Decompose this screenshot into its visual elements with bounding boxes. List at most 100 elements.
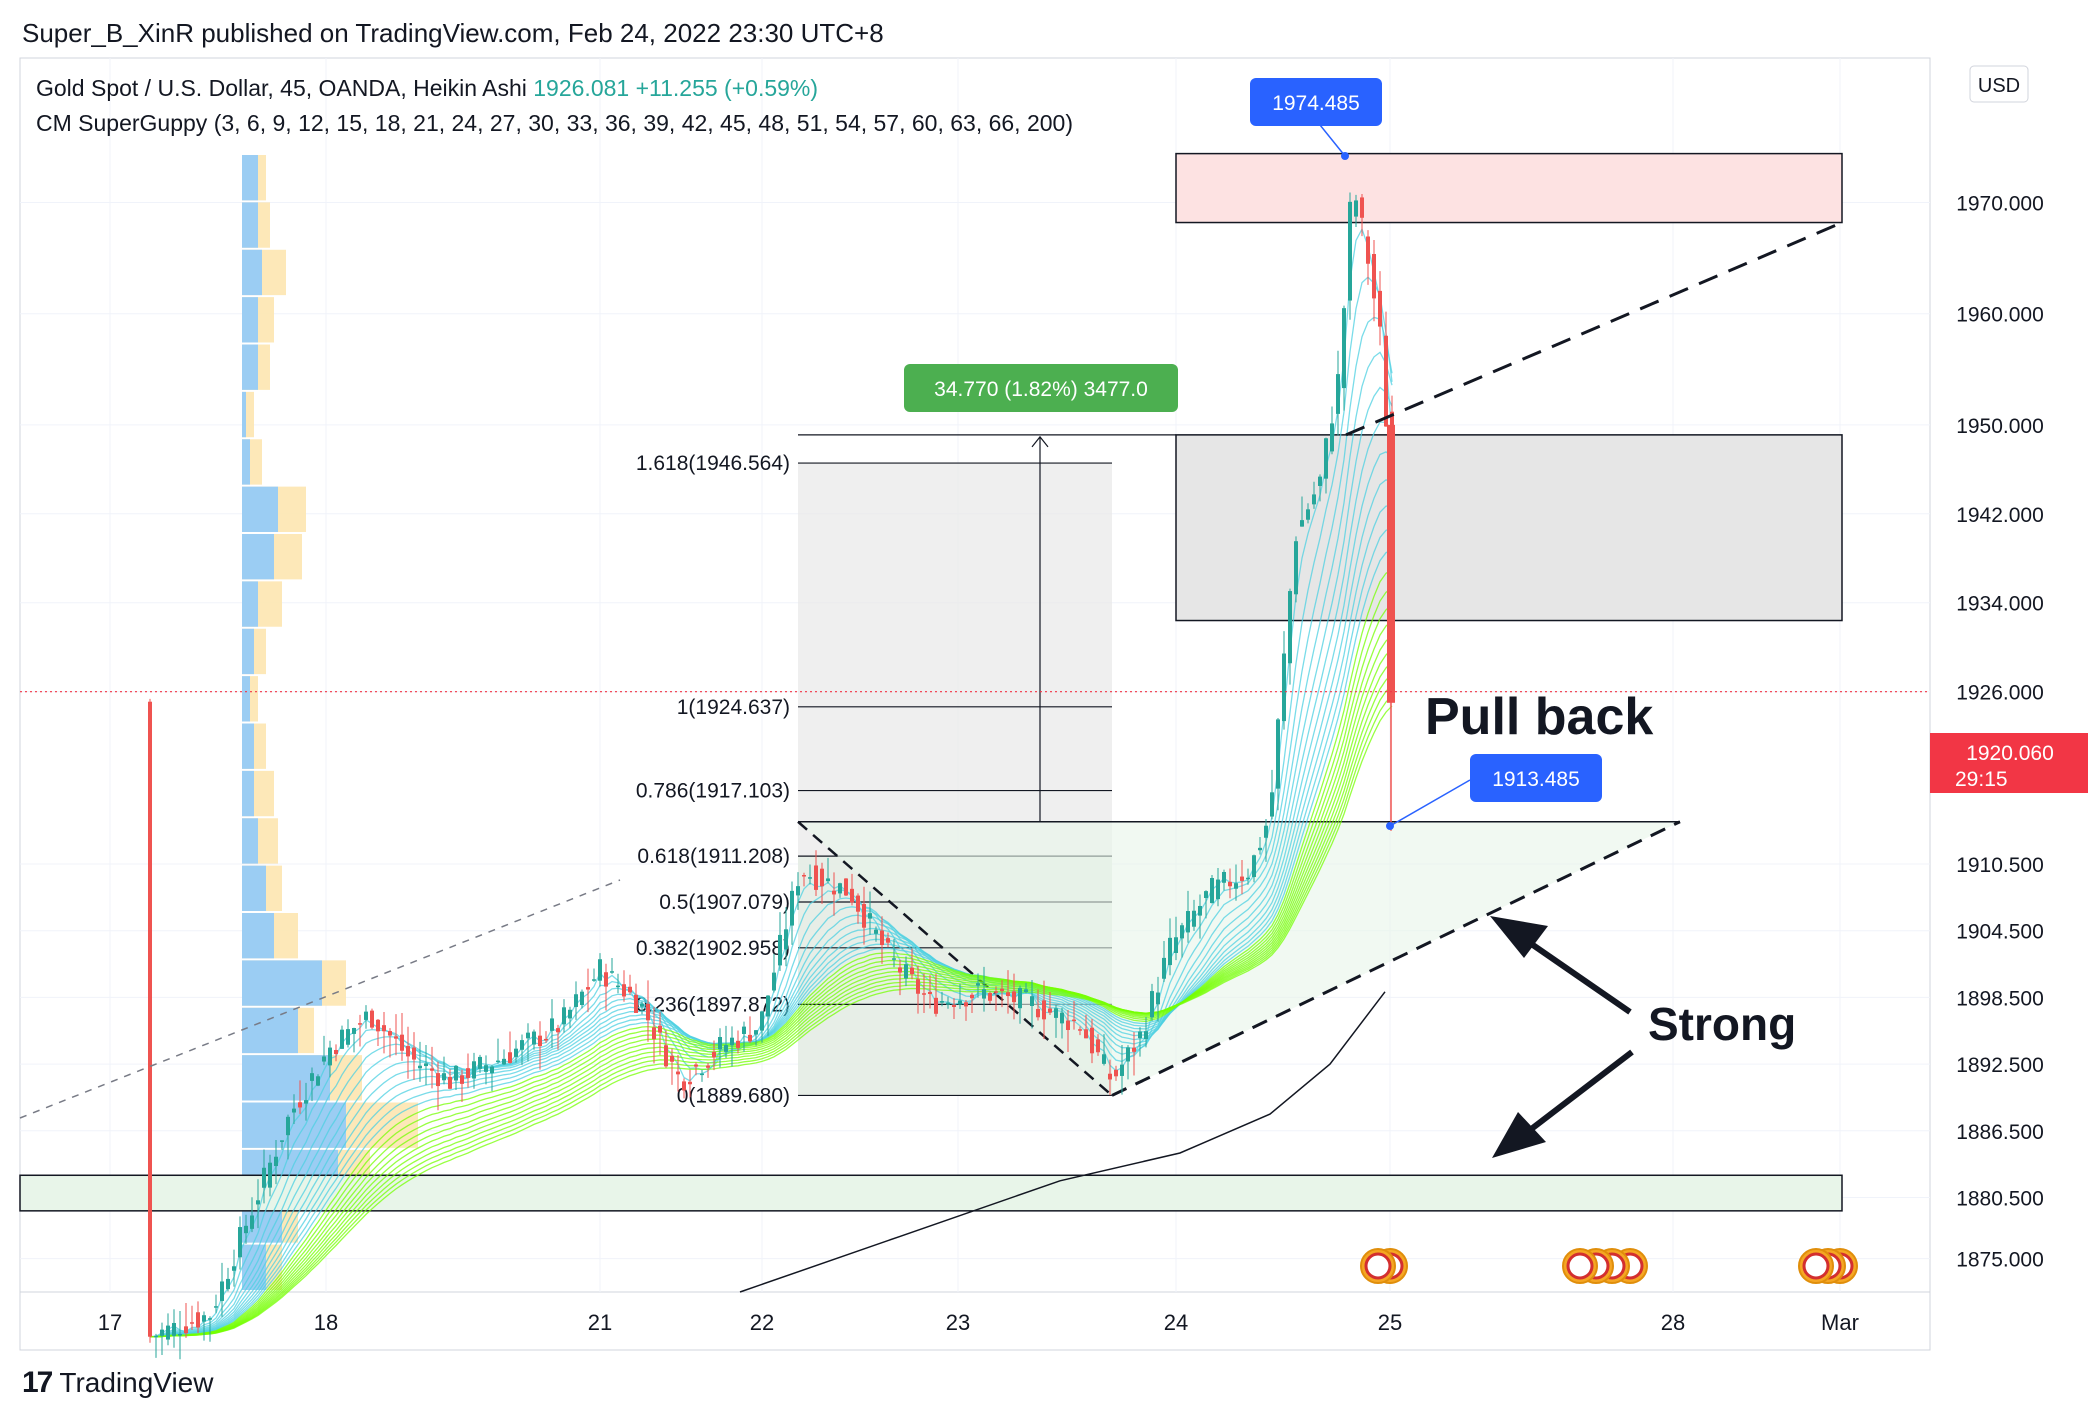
candle-body: [898, 967, 902, 973]
candle-body: [1264, 825, 1268, 838]
candle-body: [1078, 1029, 1082, 1031]
candle-body: [856, 895, 860, 912]
currency-label: USD: [1978, 75, 2020, 97]
candle-body: [430, 1068, 434, 1071]
candle-body: [742, 1026, 746, 1034]
support-zone: [19, 1174, 1843, 1212]
candle-body: [634, 994, 638, 1013]
candle-body: [1312, 494, 1316, 505]
candle-body: [490, 1066, 494, 1074]
candle-body: [1186, 911, 1190, 933]
candle-body: [868, 913, 872, 919]
volume-profile-bar: [242, 1055, 330, 1101]
candle-body: [934, 997, 938, 1014]
candle-body: [712, 1051, 716, 1058]
candle-body: [1387, 424, 1395, 703]
candle-body: [814, 865, 818, 890]
candle-body: [718, 1036, 722, 1050]
price-tick-label: 1970.000: [1956, 193, 2044, 216]
candle-body: [682, 1081, 686, 1091]
candle-body: [1066, 1020, 1070, 1030]
candle-body: [1120, 1064, 1124, 1076]
time-tick-label: 18: [314, 1310, 338, 1335]
candle-body: [508, 1052, 512, 1063]
candle-body: [790, 890, 794, 926]
candle-body: [1330, 423, 1334, 452]
volume-profile-bar: [242, 439, 250, 485]
current-price-tag: [1930, 733, 2088, 793]
candle-body: [1150, 991, 1154, 1018]
candle-body: [808, 877, 812, 879]
candle-body: [1282, 653, 1286, 722]
guppy-ema-line: [149, 386, 1393, 1338]
candle-body: [820, 868, 824, 887]
candle-body: [442, 1073, 446, 1081]
candle-body: [298, 1102, 302, 1108]
fib-level-label: 0.618(1911.208): [637, 845, 790, 868]
rising-trend-line: [19, 879, 621, 1119]
guppy-ema-line: [149, 276, 1393, 1338]
price-tick-label: 1926.000: [1956, 682, 2044, 705]
price-tick-label: 1910.500: [1956, 854, 2044, 877]
candle-body: [574, 994, 578, 1007]
candle-body: [880, 930, 884, 946]
candle-body: [1342, 308, 1346, 389]
candle-body: [334, 1049, 338, 1055]
candle-body: [940, 1001, 944, 1003]
candle-body: [1306, 509, 1310, 520]
time-tick-label: 22: [750, 1310, 774, 1335]
candle-body: [544, 1038, 548, 1041]
candle-body: [610, 971, 614, 973]
candle-body: [526, 1032, 530, 1039]
candle-body: [1210, 878, 1214, 904]
candle-body: [1384, 335, 1388, 427]
currency-badge: [1969, 65, 2029, 103]
low-callout: [1470, 754, 1602, 802]
candle-body: [694, 1064, 698, 1067]
candle-body: [250, 1215, 254, 1229]
candle-body: [226, 1278, 230, 1290]
candle-body: [316, 1076, 320, 1086]
fib-level-label: 0.786(1917.103): [636, 780, 790, 803]
candle-body: [1216, 879, 1220, 900]
candle-body: [532, 1031, 536, 1045]
candle-body: [676, 1071, 680, 1075]
candle-body: [166, 1325, 170, 1340]
candle-body: [412, 1047, 416, 1060]
candle-body: [448, 1076, 452, 1089]
candle-body: [586, 987, 590, 990]
candle-body: [838, 883, 842, 894]
price-tick-label: 1942.000: [1956, 504, 2044, 527]
low-callout-value: 1913.485: [1492, 768, 1580, 791]
candle-body: [580, 991, 584, 1006]
guppy-ema-line: [149, 421, 1393, 1338]
candle-body: [418, 1065, 422, 1069]
us-flag-icon: [1364, 1252, 1392, 1280]
strong-arrow-lower: [1528, 1049, 1634, 1133]
volume-profile-bar: [242, 202, 258, 248]
candle-body: [1030, 996, 1034, 1006]
measure-label-box: [904, 364, 1178, 412]
candle-body: [604, 972, 608, 987]
candle-body: [184, 1326, 188, 1334]
guppy-ema-line: [149, 351, 1393, 1338]
candle-body: [736, 1040, 740, 1048]
candle-body: [1054, 1008, 1058, 1018]
arrow-head-icon: [1492, 1112, 1546, 1158]
candle-body: [160, 1329, 164, 1336]
candle-body: [394, 1036, 398, 1039]
candle-body: [1048, 1008, 1052, 1013]
us-flag-icon: [1802, 1252, 1830, 1280]
volume-profile-bar: [242, 249, 262, 296]
time-tick-label: 23: [946, 1310, 970, 1335]
candle-body: [784, 929, 788, 950]
candle-body: [364, 1011, 368, 1020]
candle-body: [1102, 1054, 1106, 1064]
candle-body: [340, 1029, 344, 1049]
time-tick-label: 24: [1164, 1310, 1188, 1335]
candle-body: [280, 1140, 284, 1142]
publisher-line: Super_B_XinR published on TradingView.co…: [22, 18, 884, 48]
candle-body: [646, 1003, 650, 1021]
high-point-marker: [1341, 152, 1349, 160]
